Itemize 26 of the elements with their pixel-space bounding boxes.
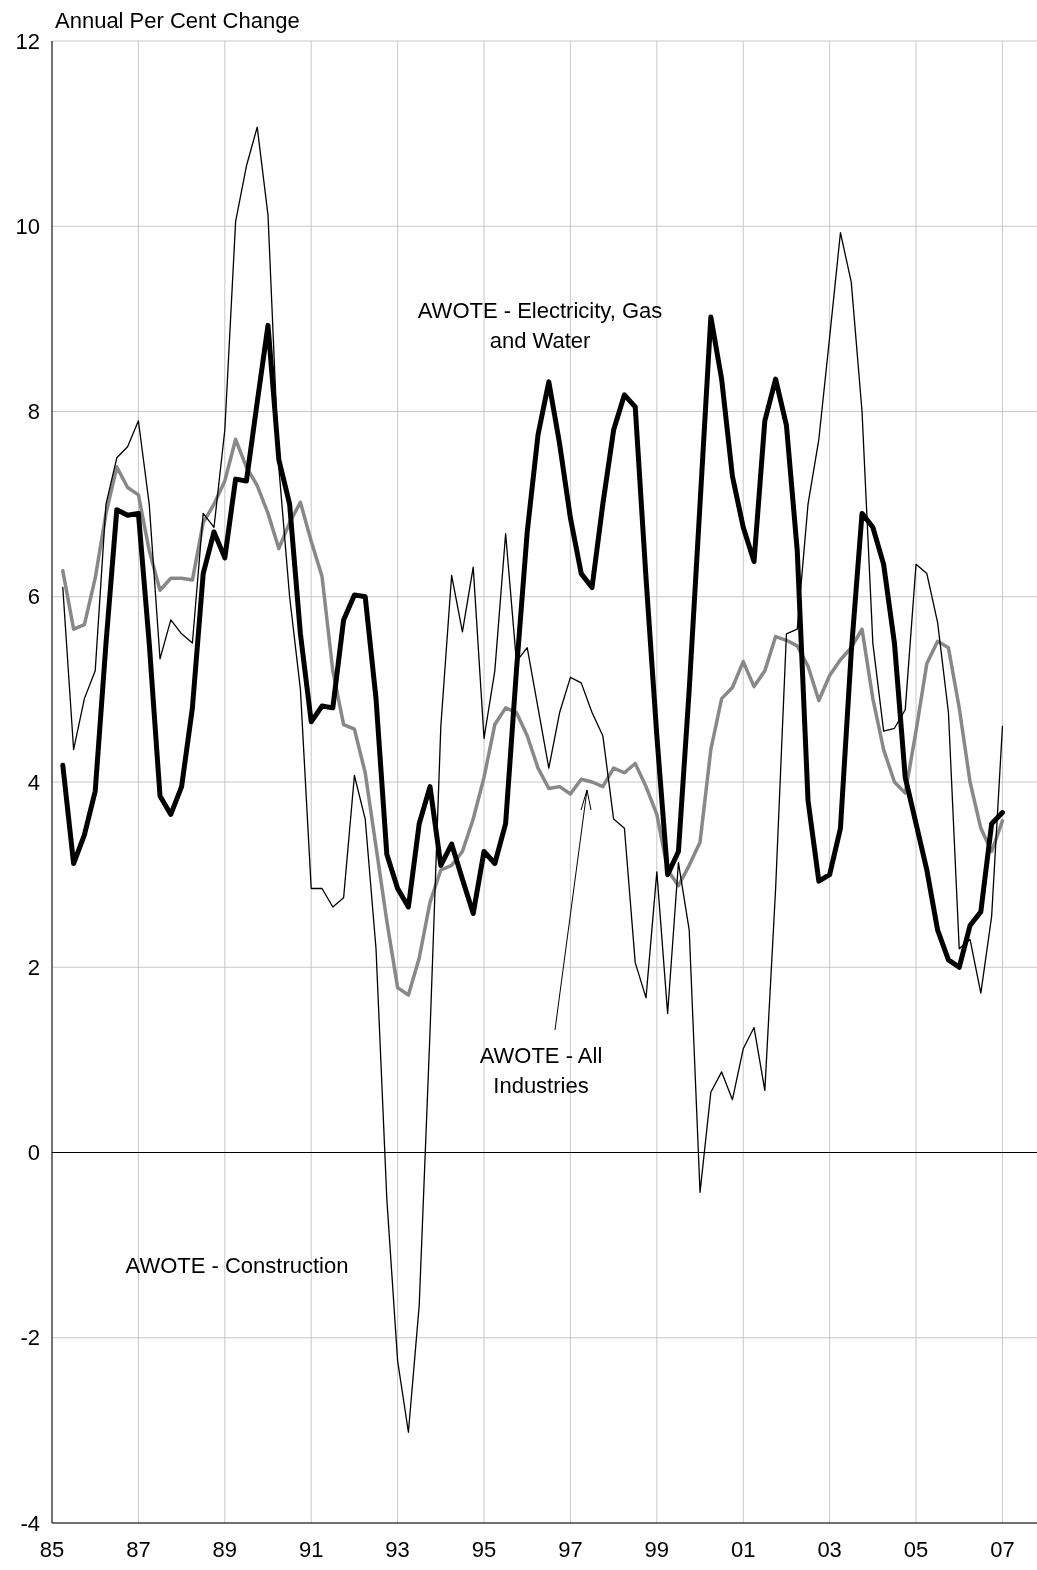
x-tick-label: 07 bbox=[990, 1537, 1015, 1562]
line-series bbox=[61, 437, 1005, 997]
x-tick-label: 05 bbox=[903, 1537, 929, 1562]
text: AWOTE - All Industries bbox=[479, 1043, 603, 1098]
x-tick-label: 89 bbox=[212, 1537, 238, 1562]
y-tick-label: 2 bbox=[27, 954, 40, 980]
y-tick-label: -4 bbox=[20, 1510, 40, 1536]
x-tick-label: 91 bbox=[298, 1537, 324, 1562]
y-axis-title: Annual Per Cent Change bbox=[55, 8, 300, 33]
x-tick-label: 03 bbox=[817, 1537, 842, 1562]
y-tick-label: 12 bbox=[15, 28, 40, 54]
y-tick-label: 6 bbox=[27, 584, 40, 610]
x-tick-label: 01 bbox=[730, 1537, 756, 1562]
y-tick-label: -2 bbox=[20, 1325, 40, 1351]
series-label: AWOTE - Construction bbox=[125, 1253, 349, 1278]
x-tick-label: 99 bbox=[644, 1537, 670, 1562]
x-tick-label: 95 bbox=[471, 1537, 497, 1562]
x-tick-label: 85 bbox=[39, 1537, 65, 1562]
x-tick-label: 97 bbox=[558, 1537, 583, 1562]
y-tick-label: 0 bbox=[27, 1140, 40, 1166]
y-tick-label: 8 bbox=[27, 399, 40, 425]
y-tick-label: 10 bbox=[15, 213, 40, 239]
y-tick-label: 4 bbox=[27, 769, 40, 795]
x-tick-label: 87 bbox=[126, 1537, 151, 1562]
x-tick-label: 93 bbox=[385, 1537, 410, 1562]
text: AWOTE - Electricity, Gas and Water bbox=[417, 298, 663, 353]
